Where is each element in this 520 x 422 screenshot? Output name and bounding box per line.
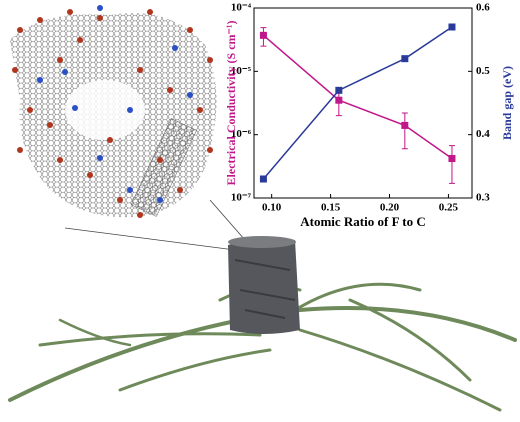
x-tick-label: 0.15 xyxy=(321,202,341,214)
marker xyxy=(401,55,409,63)
series-line xyxy=(262,26,453,180)
y-axis-title: Electrical Conductivity (S cm⁻¹) xyxy=(224,21,238,186)
y-tick-label: 10⁻⁷ xyxy=(231,192,252,204)
graphene-illustration xyxy=(10,5,246,251)
foam-cylinder xyxy=(228,236,300,334)
y2-tick-label: 0.5 xyxy=(476,65,490,77)
y2-tick-label: 0.4 xyxy=(476,128,490,140)
y2-tick-label: 0.3 xyxy=(476,192,490,204)
y2-tick-label: 0.6 xyxy=(476,2,490,14)
plot-frame xyxy=(253,7,473,199)
error-bar xyxy=(448,145,455,184)
x-tick-label: 0.10 xyxy=(262,202,282,214)
series-line xyxy=(262,34,453,160)
plot: 0.10 0.15 0.20 0.25 10⁻⁷ 10⁻⁶ 10⁻⁵ 10⁻⁴ 0.3 0.4 0.… xyxy=(231,2,490,214)
marker xyxy=(448,155,456,163)
marker xyxy=(259,31,267,39)
y-tick-label: 10⁻⁵ xyxy=(231,65,252,77)
marker xyxy=(335,96,343,104)
x-axis-title: Atomic Ratio of F to C xyxy=(300,214,426,229)
y2-axis-title: Band gap (eV) xyxy=(500,66,514,140)
x-tick-label: 0.25 xyxy=(439,202,459,214)
marker xyxy=(448,23,456,31)
y-tick-label: 10⁻⁶ xyxy=(231,128,252,140)
error-bar xyxy=(401,112,408,150)
marker xyxy=(335,86,343,94)
y-tick-label: 10⁻⁴ xyxy=(231,2,252,14)
marker xyxy=(259,175,267,183)
x-tick-label: 0.20 xyxy=(380,202,400,214)
marker xyxy=(401,121,409,129)
